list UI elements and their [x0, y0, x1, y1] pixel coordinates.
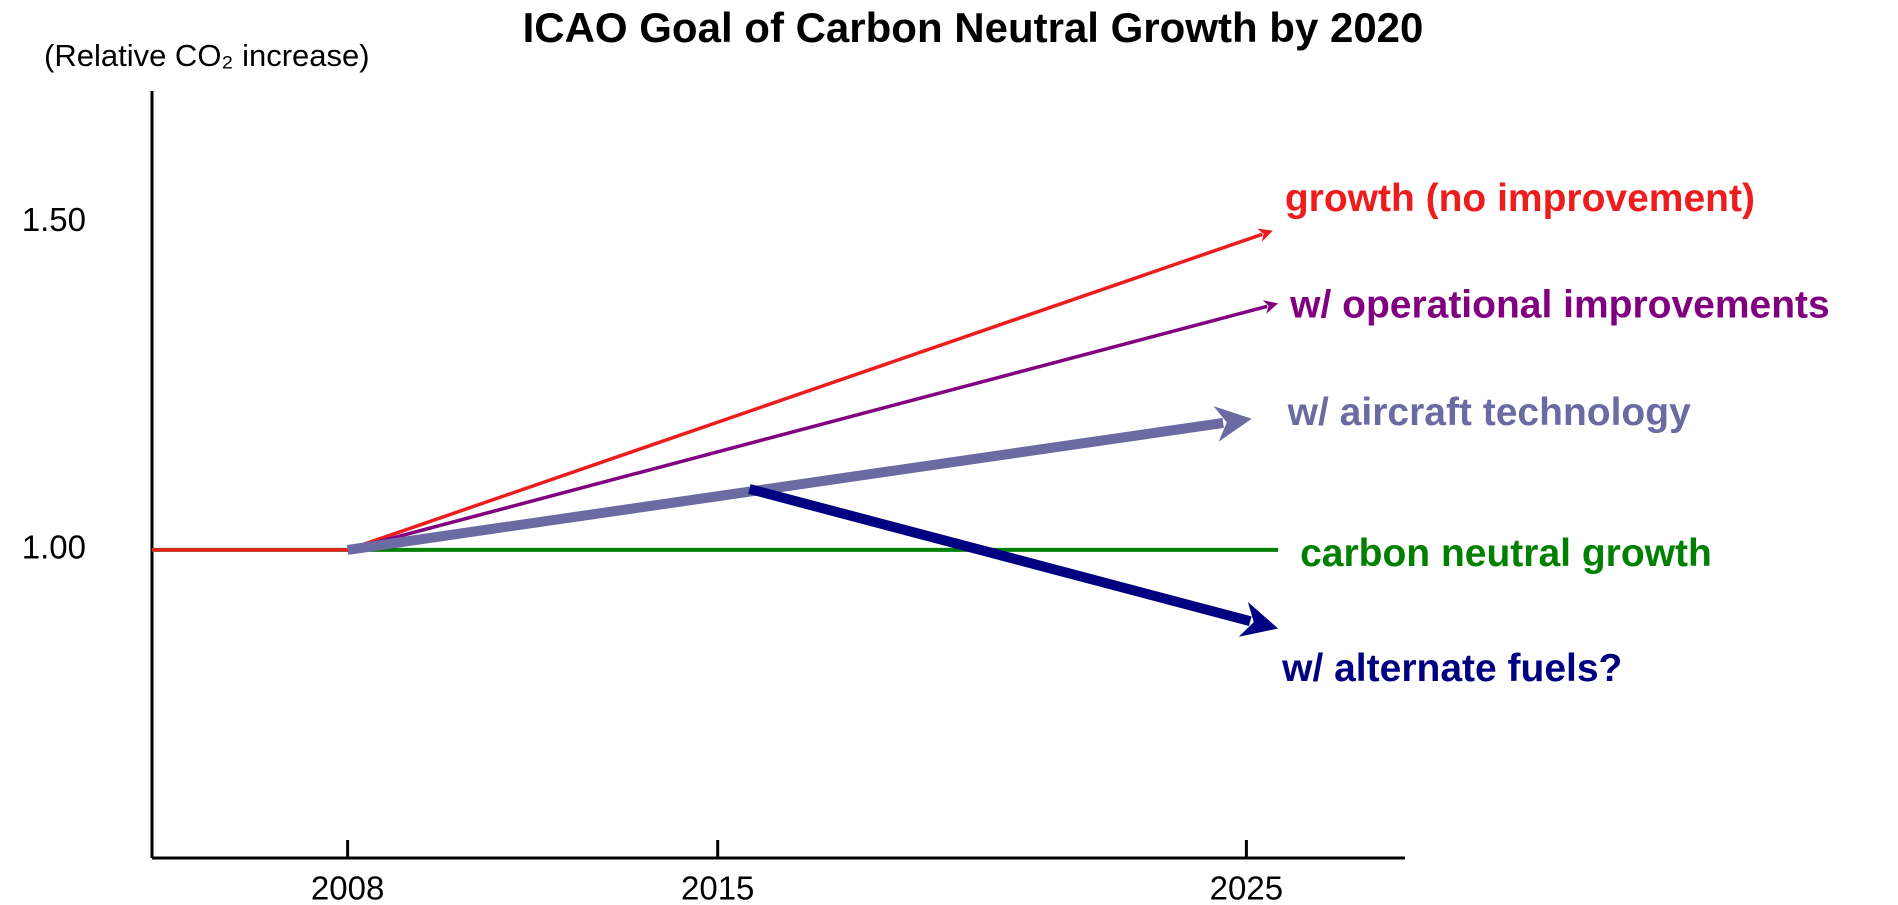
- arrow-head: [1213, 406, 1252, 442]
- x-tick-label: 2015: [681, 870, 754, 905]
- series-line: [347, 304, 1268, 552]
- y-tick-label: 1.50: [22, 201, 86, 238]
- series-line: [748, 484, 1252, 627]
- y-axis-label: (Relative CO₂ increase): [44, 38, 370, 73]
- arrow-head: [1257, 228, 1273, 242]
- y-tick-label: 1.00: [22, 529, 86, 566]
- series-label: w/ aircraft technology: [1287, 391, 1691, 434]
- arrow-head: [1238, 601, 1279, 637]
- x-tick-label: 2008: [311, 870, 384, 905]
- series-line: [152, 232, 1263, 552]
- series-label: growth (no improvement): [1285, 177, 1755, 220]
- arrow-head: [1262, 300, 1279, 314]
- series-label: carbon neutral growth: [1300, 532, 1712, 575]
- x-tick-label: 2025: [1210, 870, 1283, 905]
- series-line: [346, 417, 1224, 555]
- series-label: w/ operational improvements: [1289, 284, 1830, 327]
- series-label: w/ alternate fuels?: [1281, 647, 1622, 690]
- chart-title: ICAO Goal of Carbon Neutral Growth by 20…: [523, 4, 1424, 51]
